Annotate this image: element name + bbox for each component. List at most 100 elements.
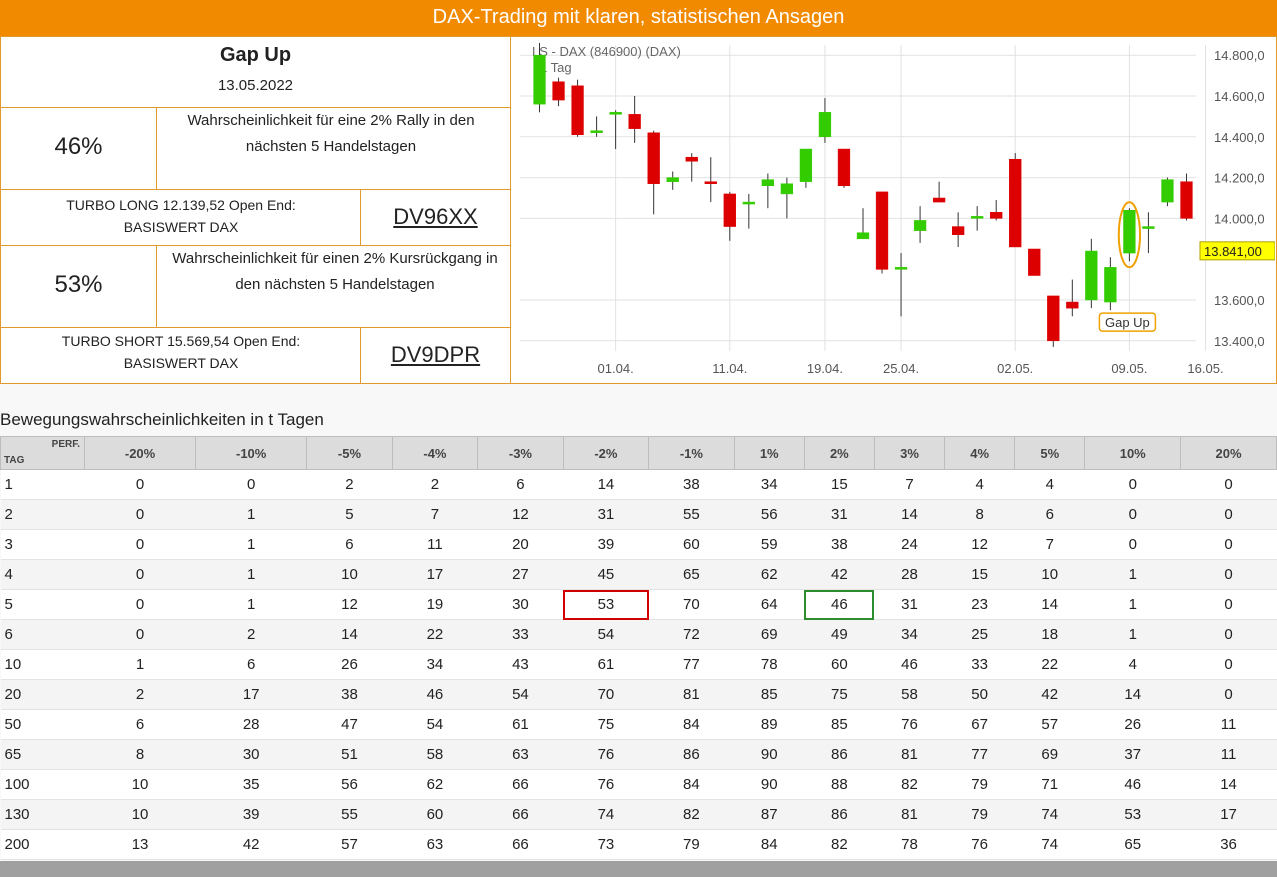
table-cell: 17 <box>392 559 478 590</box>
row-day-label: 2 <box>0 499 85 530</box>
table-cell: 76 <box>563 769 649 800</box>
table-cell: 81 <box>648 679 735 710</box>
table-cell: 58 <box>392 739 478 770</box>
table-cell: 84 <box>734 829 805 860</box>
long-turbo-code-link[interactable]: DV96XX <box>393 204 478 229</box>
table-cell: 23 <box>944 589 1015 620</box>
column-header: 20% <box>1180 436 1277 470</box>
table-row: 65 8 30 51 58 63 76 86 90 86 81 77 69 37 11 <box>0 739 1277 770</box>
table-cell: 0 <box>84 589 196 620</box>
table-cell: 38 <box>306 679 393 710</box>
candle-body <box>894 267 908 270</box>
table-cell: 22 <box>1014 649 1085 680</box>
short-turbo-row: TURBO SHORT 15.569,54 Open End: BASISWER… <box>1 328 510 383</box>
row-day-label: 100 <box>0 769 85 800</box>
table-cell: 76 <box>944 829 1015 860</box>
candle-body <box>609 112 622 115</box>
table-cell: 58 <box>874 679 945 710</box>
table-cell: 0 <box>84 469 196 500</box>
table-cell: 57 <box>1014 709 1085 740</box>
table-cell: 42 <box>804 559 875 590</box>
table-cell: 75 <box>563 709 649 740</box>
table-cell: 76 <box>563 739 649 770</box>
table-cell: 10 <box>84 769 196 800</box>
table-cell: 1 <box>84 649 196 680</box>
table-cell: 13 <box>84 829 196 860</box>
table-cell: 82 <box>874 769 945 800</box>
candle-body <box>1104 267 1117 303</box>
column-header: 1% <box>733 436 805 470</box>
table-row: 10 1 6 26 34 43 61 77 78 60 46 33 22 4 0 <box>0 649 1277 680</box>
table-cell: 84 <box>648 709 735 740</box>
table-cell: 31 <box>804 499 875 530</box>
table-cell: 35 <box>195 769 307 800</box>
y-tick-label: 14.800,0 <box>1214 48 1265 63</box>
table-cell: 6 <box>84 709 196 740</box>
table-cell: 2 <box>84 679 196 710</box>
row-day-label: 65 <box>0 739 85 770</box>
table-row: 4 0 1 10 17 27 45 65 62 42 28 15 10 1 0 <box>0 559 1277 590</box>
table-cell: 86 <box>804 799 875 830</box>
table-cell: 10 <box>1014 559 1085 590</box>
table-cell: 14 <box>1180 769 1277 800</box>
chart-subtitle: 1 Tag <box>540 60 572 75</box>
page-header: DAX-Trading mit klaren, statistischen An… <box>0 0 1277 36</box>
table-cell: 54 <box>392 709 478 740</box>
candle-body <box>628 114 641 129</box>
table-cell: 73 <box>563 829 649 860</box>
table-cell: 6 <box>1014 499 1085 530</box>
long-probability-text: Wahrscheinlichkeit für eine 2% Rally in … <box>187 112 475 155</box>
table-cell: 66 <box>477 769 564 800</box>
row-day-label: 3 <box>0 529 85 560</box>
chart-title: LS - DAX (846900) (DAX) <box>532 44 681 59</box>
y-tick-label: 13.600,0 <box>1214 293 1265 308</box>
table-cell: 38 <box>804 529 875 560</box>
table-cell: 69 <box>1014 739 1085 770</box>
signal-panel: Gap Up 13.05.2022 46% Wahrscheinlichkeit… <box>0 36 1277 384</box>
table-row: 20 2 17 38 46 54 70 81 85 75 58 50 42 14 0 <box>0 679 1277 710</box>
column-header: 3% <box>873 436 946 470</box>
short-turbo-code-link[interactable]: DV9DPR <box>390 342 481 367</box>
table-row: 2 0 1 5 7 12 31 55 56 31 14 8 6 0 0 <box>0 499 1277 530</box>
table-cell: 10 <box>306 559 393 590</box>
table-label: Bewegungswahrscheinlichkeiten in t Tagen <box>0 410 324 429</box>
table-cell: 0 <box>84 529 196 560</box>
table-cell: 39 <box>563 529 649 560</box>
table-cell: 0 <box>1180 679 1277 710</box>
table-cell: 74 <box>1014 829 1085 860</box>
table-cell: 79 <box>944 799 1015 830</box>
table-cell: 78 <box>734 649 805 680</box>
table-cell: 67 <box>944 709 1015 740</box>
table-cell: 1 <box>195 589 307 620</box>
table-cell: 69 <box>734 619 805 650</box>
table-cell: 1 <box>1084 559 1181 590</box>
table-cell: 82 <box>804 829 875 860</box>
candle-body <box>1142 226 1155 229</box>
table-cell: 46 <box>1084 769 1181 800</box>
y-tick-label: 14.400,0 <box>1214 130 1265 145</box>
table-cell: 72 <box>648 619 735 650</box>
x-tick-label: 09.05. <box>1111 361 1147 376</box>
candle-body <box>533 54 546 105</box>
table-cell: 79 <box>648 829 735 860</box>
candle-body <box>856 232 870 240</box>
table-cell: 8 <box>944 499 1015 530</box>
table-cell: 26 <box>1084 709 1181 740</box>
candle-body <box>1180 181 1193 219</box>
table-cell: 6 <box>195 649 307 680</box>
table-cell: 63 <box>477 739 564 770</box>
table-cell: 0 <box>84 559 196 590</box>
table-cell: 78 <box>874 829 945 860</box>
candle-body <box>704 181 717 184</box>
table-cell: 53 <box>563 589 649 620</box>
column-header: 5% <box>1014 436 1086 470</box>
candle-body <box>932 197 946 203</box>
column-header: -2% <box>562 436 650 470</box>
bottom-scrollbar[interactable] <box>0 861 1277 877</box>
row-day-label: 50 <box>0 709 85 740</box>
table-cell: 86 <box>804 739 875 770</box>
table-cell: 0 <box>1180 619 1277 650</box>
corner-tag-label: TAG <box>4 455 25 466</box>
table-cell: 30 <box>477 589 564 620</box>
table-cell: 28 <box>195 709 307 740</box>
